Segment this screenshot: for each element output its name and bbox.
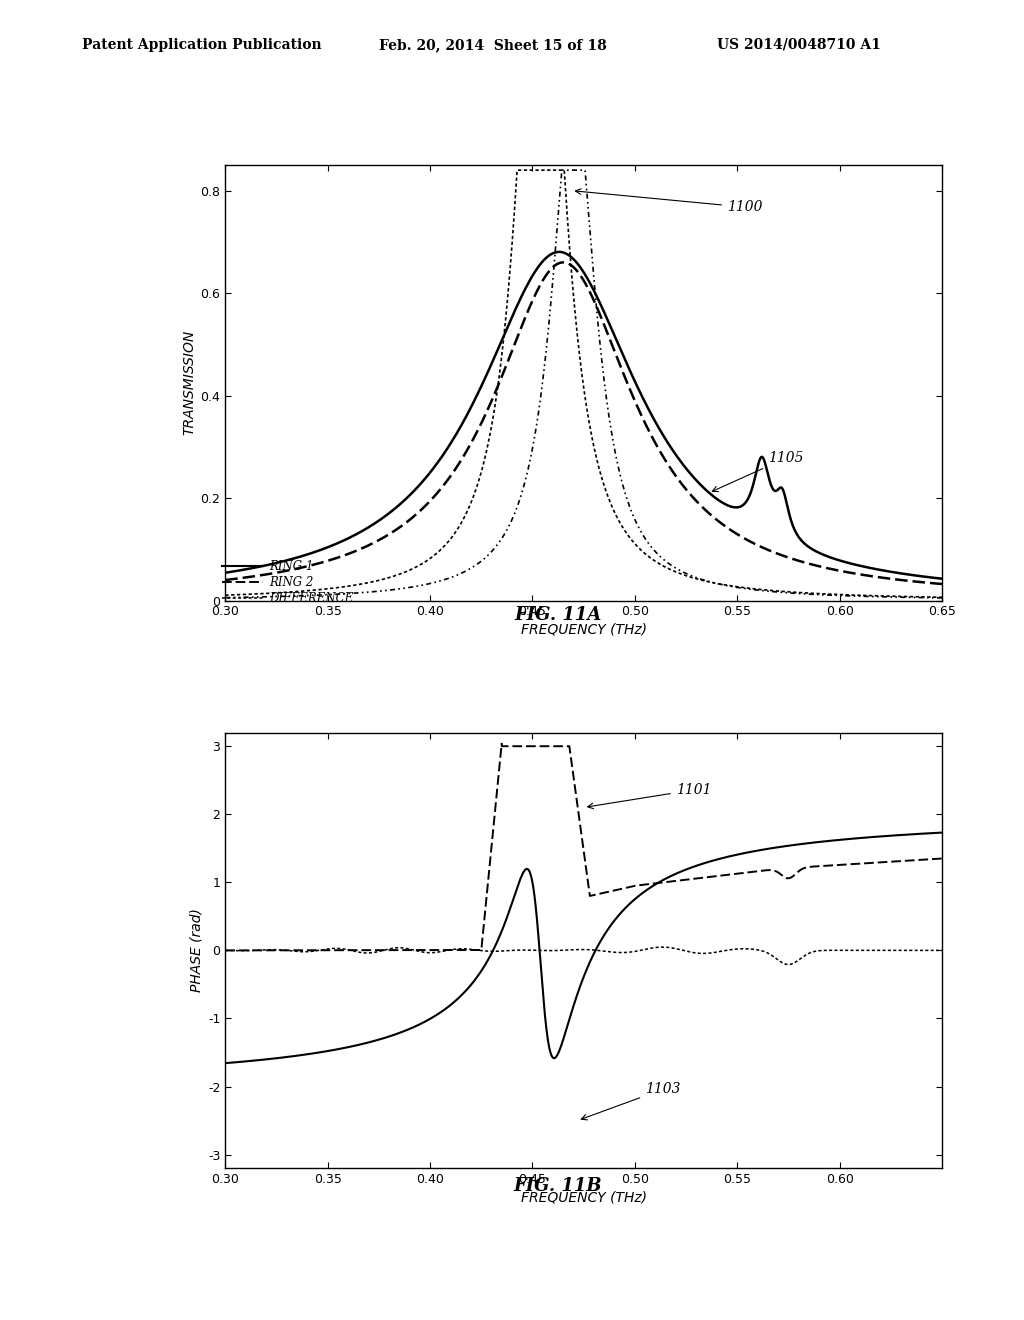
X-axis label: FREQUENCY (THz): FREQUENCY (THz)	[520, 1191, 647, 1204]
Text: Patent Application Publication: Patent Application Publication	[82, 38, 322, 51]
X-axis label: FREQUENCY (THz): FREQUENCY (THz)	[520, 623, 647, 636]
Text: 1100: 1100	[575, 189, 763, 214]
Text: 1105: 1105	[713, 451, 804, 491]
Text: US 2014/0048710 A1: US 2014/0048710 A1	[717, 38, 881, 51]
Text: FIG. 11A: FIG. 11A	[514, 606, 602, 624]
Y-axis label: TRANSMISSION: TRANSMISSION	[182, 330, 197, 436]
Text: Feb. 20, 2014  Sheet 15 of 18: Feb. 20, 2014 Sheet 15 of 18	[379, 38, 606, 51]
Text: 1101: 1101	[588, 783, 712, 809]
Text: 1103: 1103	[582, 1082, 681, 1119]
Text: FIG. 11B: FIG. 11B	[514, 1176, 602, 1195]
Y-axis label: PHASE (rad): PHASE (rad)	[189, 908, 204, 993]
Legend: RING 1, RING 2, DIFFERENCE: RING 1, RING 2, DIFFERENCE	[217, 556, 357, 610]
